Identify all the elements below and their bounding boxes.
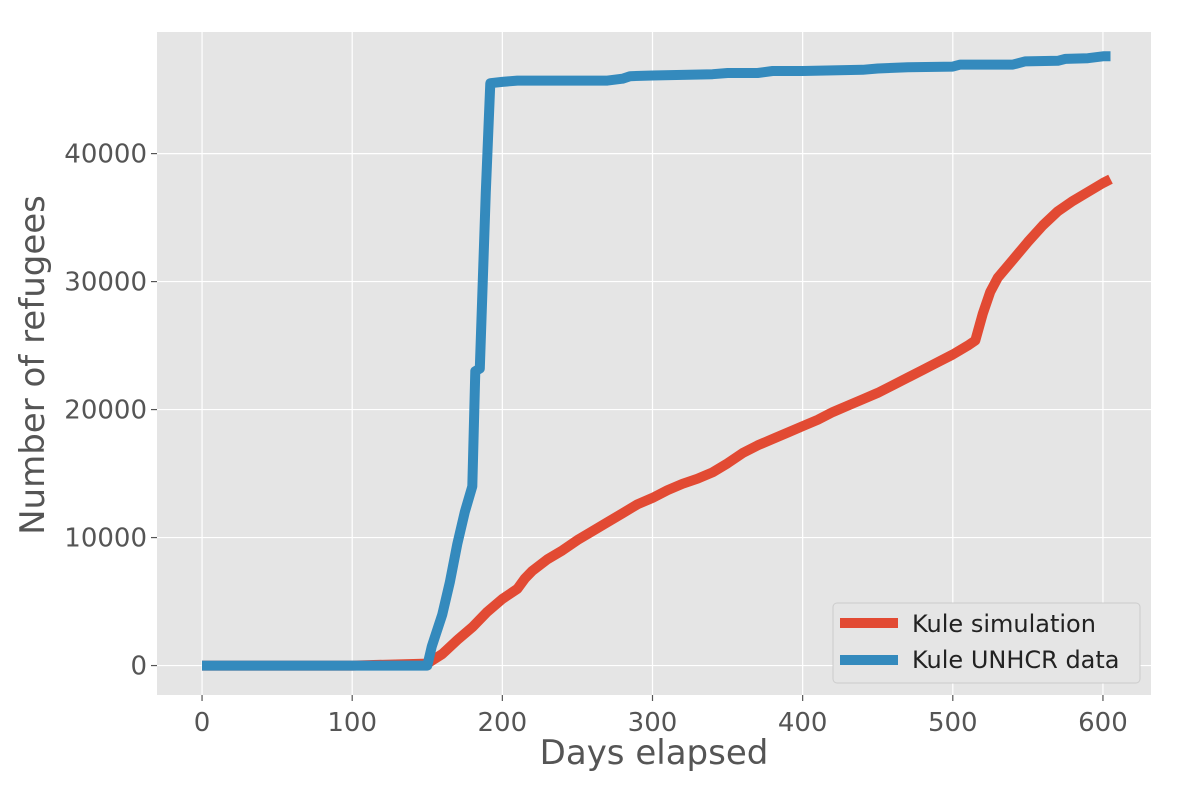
x-tick-label: 500 [928, 708, 978, 738]
y-tick-label: 20000 [64, 396, 147, 426]
legend-label-unhcr: Kule UNHCR data [912, 646, 1120, 674]
unhcr-line [202, 51, 1111, 671]
y-tick-label: 10000 [64, 524, 147, 554]
x-axis-label: Days elapsed [540, 733, 769, 773]
x-axis-ticks: 0 100 200 300 400 500 600 [194, 695, 1128, 738]
x-tick-label: 100 [327, 708, 377, 738]
y-tick-label: 0 [130, 652, 147, 682]
x-tick-label: 200 [478, 708, 528, 738]
y-tick-label: 30000 [64, 268, 147, 298]
legend-label-simulation: Kule simulation [912, 610, 1096, 638]
x-tick-label: 300 [628, 708, 678, 738]
simulation-line [202, 174, 1113, 671]
legend-box [832, 602, 1141, 684]
y-axis-ticks: 0 10000 20000 30000 40000 [64, 140, 157, 682]
legend: Kule simulation Kule UNHCR data [832, 602, 1141, 684]
grid-lines [157, 32, 1151, 695]
x-tick-label: 600 [1078, 708, 1128, 738]
y-axis-label: Number of refugees [13, 195, 53, 535]
x-tick-label: 400 [778, 708, 828, 738]
x-tick-label: 0 [194, 708, 211, 738]
series-lines [202, 51, 1113, 671]
y-tick-label: 40000 [64, 140, 147, 170]
plot-area [157, 32, 1151, 695]
